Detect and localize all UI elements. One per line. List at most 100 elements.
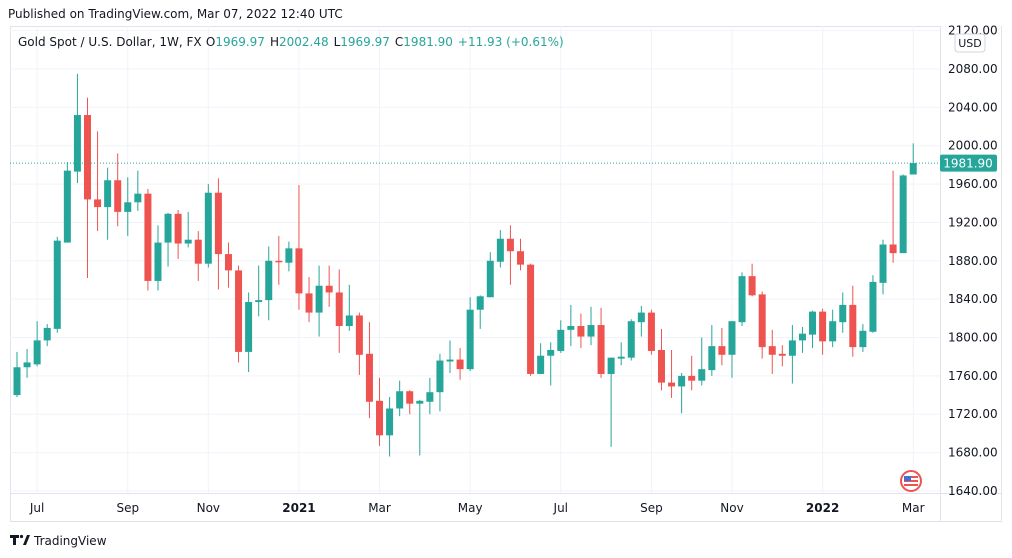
candle[interactable] — [909, 143, 917, 175]
candle[interactable] — [476, 295, 484, 329]
candle[interactable] — [154, 225, 162, 291]
candle[interactable] — [315, 265, 323, 337]
candle[interactable] — [577, 313, 585, 349]
candle[interactable] — [436, 353, 444, 412]
candle[interactable] — [134, 170, 142, 211]
candle-body — [255, 300, 263, 303]
candle[interactable] — [235, 265, 243, 363]
candle[interactable] — [788, 325, 796, 384]
candle[interactable] — [144, 188, 152, 291]
candle[interactable] — [194, 231, 202, 281]
tradingview-logo[interactable]: TradingView — [10, 534, 107, 548]
candle[interactable] — [637, 305, 645, 337]
candle[interactable] — [174, 209, 182, 259]
candle[interactable] — [396, 380, 404, 417]
candle[interactable] — [617, 342, 625, 366]
candle[interactable] — [496, 230, 504, 268]
candle[interactable] — [23, 349, 31, 378]
candle[interactable] — [124, 177, 132, 236]
time-axis-ticks[interactable]: Jul Sep Nov 2021 Mar May Jul Sep Nov 2022 Mar — [29, 501, 925, 515]
candle[interactable] — [869, 275, 877, 333]
candle[interactable] — [255, 265, 263, 317]
us-flag-icon[interactable] — [900, 470, 922, 492]
candle[interactable] — [829, 309, 837, 348]
candle[interactable] — [376, 377, 384, 446]
candle-body — [798, 333, 806, 341]
candle[interactable] — [275, 235, 283, 285]
candle[interactable] — [819, 308, 827, 355]
candle[interactable] — [446, 340, 454, 374]
candle[interactable] — [94, 131, 102, 232]
candle-body — [446, 359, 454, 362]
candle[interactable] — [164, 212, 172, 267]
candle[interactable] — [517, 238, 524, 271]
candle[interactable] — [708, 325, 716, 376]
candle[interactable] — [265, 246, 273, 321]
candle[interactable] — [567, 304, 575, 347]
candle[interactable] — [426, 377, 434, 415]
candle[interactable] — [486, 252, 494, 298]
candle[interactable] — [104, 167, 112, 240]
candle[interactable] — [245, 292, 253, 373]
candle[interactable] — [698, 337, 706, 386]
candle[interactable] — [506, 225, 514, 285]
candle[interactable] — [657, 328, 665, 391]
candle[interactable] — [849, 285, 857, 357]
candle[interactable] — [295, 185, 303, 310]
candle[interactable] — [839, 292, 847, 333]
candle[interactable] — [607, 357, 615, 447]
candle[interactable] — [597, 307, 605, 378]
candle[interactable] — [466, 297, 474, 372]
candle[interactable] — [899, 174, 907, 254]
candle[interactable] — [53, 236, 61, 333]
candle[interactable] — [416, 399, 424, 456]
candle[interactable] — [879, 239, 887, 295]
candle[interactable] — [325, 265, 333, 307]
candle[interactable] — [204, 184, 212, 268]
candle[interactable] — [114, 153, 122, 227]
candles-series[interactable] — [13, 73, 917, 457]
candle[interactable] — [889, 170, 897, 263]
candle[interactable] — [809, 310, 817, 349]
candle[interactable] — [83, 97, 91, 279]
candle[interactable] — [718, 327, 726, 366]
candle[interactable] — [557, 320, 565, 353]
candle[interactable] — [758, 291, 766, 359]
candle[interactable] — [537, 343, 545, 374]
candle[interactable] — [63, 162, 71, 243]
candle[interactable] — [527, 263, 535, 376]
candle[interactable] — [587, 306, 595, 346]
candle[interactable] — [547, 342, 555, 386]
candle[interactable] — [456, 348, 464, 380]
currency-badge[interactable] — [954, 33, 986, 53]
candle[interactable] — [214, 178, 222, 290]
candle[interactable] — [335, 269, 343, 353]
candle[interactable] — [627, 319, 635, 361]
price-axis[interactable] — [940, 26, 1001, 493]
candle[interactable] — [738, 272, 746, 327]
candle[interactable] — [748, 263, 756, 297]
candle[interactable] — [73, 73, 81, 184]
candle[interactable] — [224, 242, 232, 288]
candle[interactable] — [798, 326, 806, 353]
candle[interactable] — [386, 396, 394, 457]
candle[interactable] — [728, 321, 736, 378]
candle[interactable] — [285, 241, 293, 272]
candle[interactable] — [778, 345, 786, 367]
candle[interactable] — [305, 277, 313, 323]
candle[interactable] — [668, 349, 676, 398]
candle[interactable] — [13, 351, 21, 397]
candle[interactable] — [43, 324, 51, 347]
candle[interactable] — [647, 309, 655, 355]
candle[interactable] — [859, 324, 867, 352]
candle[interactable] — [184, 211, 192, 248]
candle[interactable] — [365, 322, 373, 419]
candle[interactable] — [406, 390, 414, 415]
candle[interactable] — [355, 312, 363, 375]
candle[interactable] — [33, 321, 41, 367]
candle[interactable] — [688, 355, 696, 391]
candle[interactable] — [678, 373, 686, 414]
candle[interactable] — [768, 329, 776, 374]
candle[interactable] — [345, 284, 353, 331]
